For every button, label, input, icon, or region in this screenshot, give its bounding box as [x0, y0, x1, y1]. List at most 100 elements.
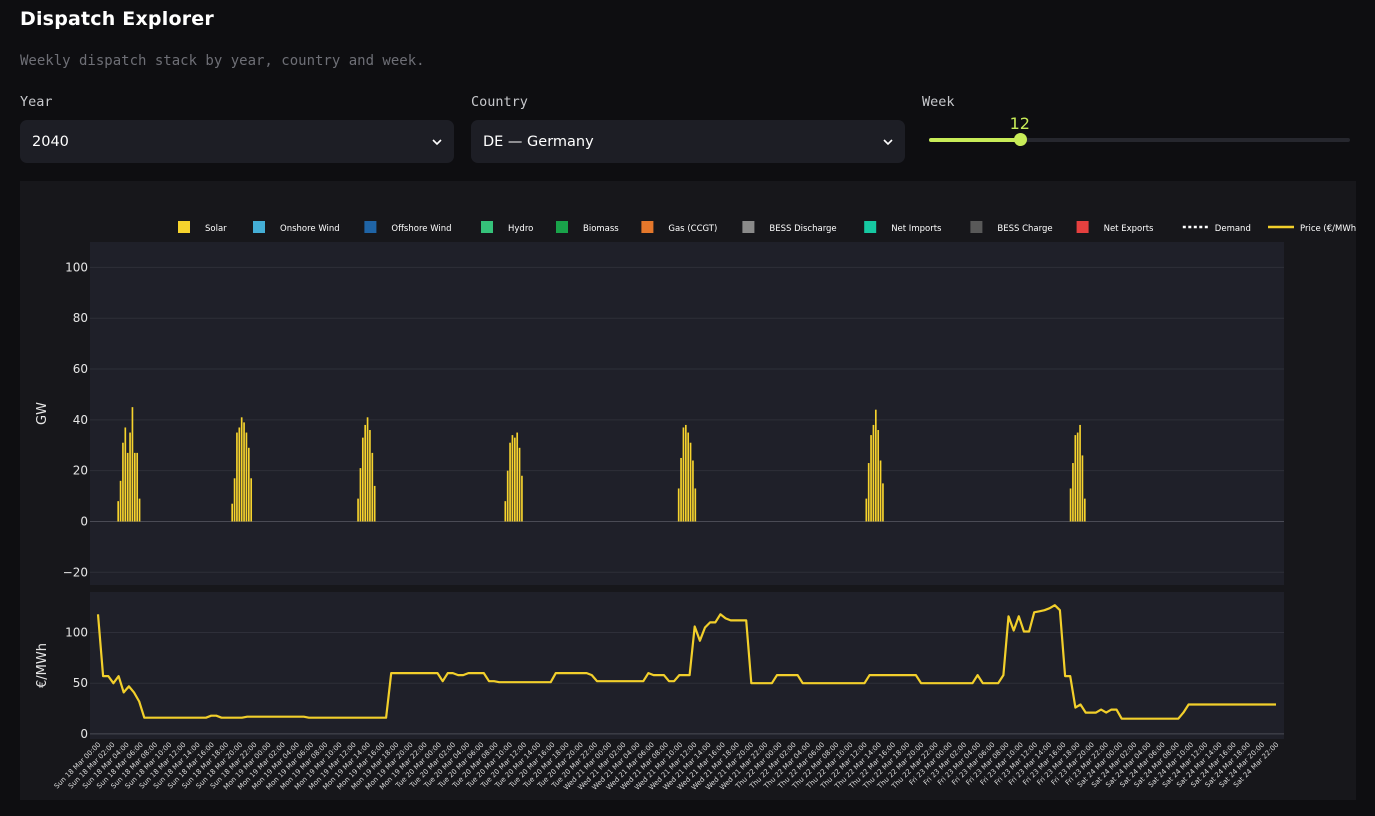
country-label: Country: [471, 94, 528, 110]
bar-solar: [692, 460, 694, 522]
bar-solar: [689, 442, 692, 522]
bar-solar: [124, 427, 127, 522]
bar-solar: [870, 435, 872, 522]
legend-swatch-solar: [178, 221, 190, 233]
legend-label: Biomass: [583, 224, 619, 234]
legend-swatch-hydro: [481, 221, 493, 233]
bar-solar: [250, 478, 253, 522]
legend-label: Gas (CCGT): [668, 224, 717, 234]
chart-panel: −20 0 20 40 60 80 100 0 50 100 GW €/MWh Solar Onshore…: [20, 181, 1359, 800]
week-slider[interactable]: 12: [929, 114, 1350, 146]
week-label: Week: [922, 94, 955, 110]
legend-label: Onshore Wind: [280, 224, 340, 234]
bar-solar: [872, 424, 875, 522]
top-y-tick-label: 60: [73, 362, 88, 376]
bar-solar: [126, 452, 129, 522]
legend-label: Demand: [1215, 224, 1251, 234]
bar-solar: [511, 435, 514, 522]
legend-label: Net Imports: [891, 224, 942, 234]
year-select-value: 2040: [32, 133, 69, 150]
bar-solar: [117, 501, 120, 522]
legend-swatch-biomass: [556, 221, 568, 233]
legend-swatch-onshore-wind: [253, 221, 265, 233]
bar-solar: [136, 452, 139, 522]
bar-solar: [879, 460, 882, 522]
bar-solar: [516, 432, 519, 522]
week-slider-value: 12: [1009, 114, 1030, 133]
bar-solar: [513, 437, 516, 522]
bar-solar: [518, 447, 521, 522]
bar-solar: [133, 452, 136, 522]
top-plot-area: [90, 242, 1284, 585]
legend-swatch-gas-ccgt-: [641, 221, 654, 233]
country-select[interactable]: DE — Germany: [471, 120, 905, 163]
dispatch-chart: −20 0 20 40 60 80 100 0 50 100 GW €/MWh Solar Onshore…: [35, 221, 1359, 792]
bar-solar: [882, 483, 884, 522]
bar-solar: [867, 463, 870, 522]
chevron-down-icon: [883, 138, 893, 145]
bar-solar: [506, 470, 509, 522]
legend-label: Price (€/MWh): [1300, 224, 1356, 234]
bar-solar: [131, 407, 134, 522]
top-y-tick-label: 40: [73, 413, 88, 427]
bar-solar: [521, 475, 523, 522]
bar-solar: [122, 442, 124, 522]
year-label: Year: [20, 94, 53, 110]
bottom-y-tick-label: 100: [65, 626, 88, 640]
legend-label: Hydro: [508, 224, 533, 234]
legend-label: Net Exports: [1104, 224, 1154, 234]
bar-solar: [1079, 424, 1081, 522]
legend-label: BESS Charge: [997, 224, 1052, 234]
bar-solar: [1081, 455, 1084, 522]
legend-swatch-bess-charge: [970, 221, 983, 233]
bar-solar: [680, 457, 682, 522]
bar-solar: [369, 430, 371, 522]
top-y-tick-label: 20: [73, 464, 88, 478]
bar-solar: [865, 498, 868, 522]
bottom-plot-area: [90, 592, 1284, 739]
bar-solar: [366, 417, 369, 522]
chevron-down-icon: [432, 138, 442, 145]
page-title: Dispatch Explorer: [20, 8, 214, 30]
week-slider-track[interactable]: [929, 138, 1350, 142]
bar-solar: [233, 478, 236, 522]
bar-solar: [1083, 498, 1086, 522]
bar-solar: [119, 480, 122, 522]
bar-solar: [129, 432, 131, 522]
week-slider-thumb[interactable]: [1013, 133, 1027, 146]
bar-solar: [682, 427, 685, 522]
bar-solar: [231, 503, 234, 522]
bar-solar: [245, 432, 248, 522]
top-y-tick-label: 100: [65, 260, 88, 274]
bar-solar: [687, 432, 690, 522]
bar-solar: [1074, 435, 1077, 522]
bar-solar: [361, 437, 364, 522]
bar-solar: [138, 498, 141, 522]
week-slider-fill: [929, 138, 1020, 142]
legend-swatch-bess-discharge: [742, 221, 755, 233]
page-subtitle: Weekly dispatch stack by year, country a…: [20, 53, 425, 69]
legend-label: Offshore Wind: [391, 224, 451, 234]
year-select[interactable]: 2040: [20, 120, 454, 163]
price-line: [96, 604, 1276, 720]
legend-label: Solar: [205, 224, 227, 234]
top-y-axis-label: GW: [35, 402, 50, 425]
legend-label: BESS Discharge: [769, 224, 836, 234]
top-y-tick-label: 80: [73, 311, 88, 325]
bar-solar: [364, 424, 367, 522]
bottom-y-tick-label: 50: [73, 676, 88, 690]
top-y-tick-label: −20: [63, 565, 88, 579]
bar-solar: [247, 447, 250, 522]
bar-solar: [240, 417, 243, 522]
top-y-tick-label: 0: [80, 514, 88, 528]
bar-solar: [359, 468, 362, 522]
legend-swatch-net-imports: [864, 221, 877, 233]
country-select-value: DE — Germany: [483, 133, 594, 150]
bar-solar: [1069, 488, 1072, 522]
bar-solar: [684, 424, 687, 522]
bar-solar: [1072, 463, 1074, 522]
bar-solar: [357, 498, 359, 522]
bar-solar: [243, 422, 245, 522]
bottom-y-tick-label: 0: [80, 727, 88, 741]
bar-solar: [694, 488, 697, 522]
